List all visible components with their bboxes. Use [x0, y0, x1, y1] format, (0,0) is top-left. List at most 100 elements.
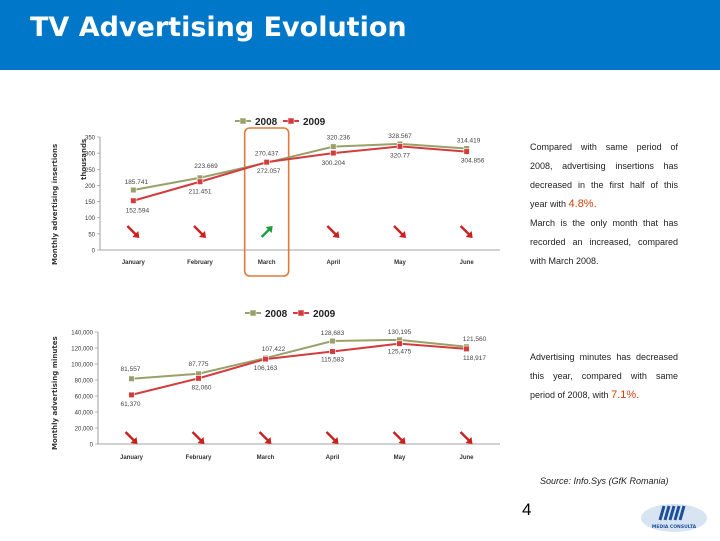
- logo-icon: MEDIA CONSULTA: [641, 504, 707, 532]
- data-point: [195, 375, 202, 382]
- data-point: [128, 391, 135, 399]
- legend-swatch-marker: [297, 309, 305, 317]
- data-label: 130,195: [388, 329, 412, 336]
- arrow-head: [265, 226, 273, 233]
- arrow-shaft: [191, 431, 203, 442]
- data-label: 272.057: [257, 168, 281, 175]
- data-point: [263, 159, 270, 166]
- insertions-note-line: with March 2008.: [530, 256, 599, 266]
- insertions-chart: 0 50 100 150 200 250 300 350 January February Marc…: [50, 100, 510, 280]
- data-point: [329, 348, 336, 355]
- legend-label: 2009: [303, 117, 326, 128]
- arrow-shaft: [126, 225, 138, 236]
- arrow-head: [331, 437, 339, 444]
- data-label: 81,557: [121, 366, 141, 373]
- data-label: 115,583: [321, 357, 344, 364]
- arrow-shaft: [193, 225, 204, 236]
- arrow-head: [399, 231, 406, 238]
- data-point: [330, 149, 337, 157]
- trend-down-arrow-icon: [393, 225, 406, 238]
- data-point: [396, 143, 404, 150]
- data-label: 118,917: [463, 355, 486, 362]
- chart2-svg: 0 20,000 40,000 60,000 80,000 100,000 120,000 1…: [71, 309, 500, 461]
- data-label: 185.741: [125, 179, 149, 186]
- arrow-head: [197, 437, 205, 444]
- data-label: 304.856: [461, 158, 485, 165]
- x-tick-label: May: [394, 260, 406, 266]
- chart1-svg: 0 50 100 150 200 250 300 350 January February Marc…: [85, 117, 500, 277]
- data-label: 107,422: [262, 346, 286, 353]
- arrow-shaft: [326, 225, 338, 236]
- minutes-note: Advertising minutes has decreased this y…: [530, 348, 678, 405]
- data-label: 106,163: [254, 365, 278, 372]
- arrow-shaft: [260, 228, 271, 238]
- legend-label: 2008: [255, 117, 278, 128]
- arrow-head: [465, 437, 473, 444]
- legend-swatch-marker: [239, 117, 247, 125]
- media-company-logo: MEDIA CONSULTA: [638, 500, 710, 536]
- data-point: [463, 345, 470, 352]
- y-tick-label: 20,000: [75, 427, 94, 433]
- insertions-chart-unit-label: thousands: [80, 138, 88, 180]
- trend-down-arrow-icon: [459, 431, 473, 444]
- series-line: [133, 145, 467, 202]
- data-label: 320.236: [327, 135, 351, 142]
- data-label: 320.77: [390, 152, 410, 159]
- arrow-head: [199, 231, 206, 238]
- data-point: [330, 143, 337, 150]
- data-label: 82,060: [192, 384, 212, 391]
- arrow-shaft: [325, 431, 337, 442]
- data-point: [463, 148, 470, 155]
- arrow-head: [465, 231, 473, 238]
- insertions-note-line: recorded an increased, compared: [530, 237, 678, 247]
- arrow-head: [332, 231, 340, 238]
- data-label: 61,370: [121, 401, 141, 408]
- y-tick-label: 0: [92, 249, 96, 255]
- data-point: [196, 178, 204, 185]
- y-tick-label: 140,000: [71, 331, 93, 337]
- x-tick-label: June: [459, 455, 474, 461]
- insertions-note-line: decreased in the first half of this: [530, 180, 678, 190]
- series-line: [133, 142, 467, 192]
- y-tick-label: 100,000: [71, 363, 93, 369]
- trend-down-arrow-icon: [126, 225, 140, 238]
- arrow-shaft: [393, 225, 404, 236]
- x-tick-label: January: [122, 260, 146, 266]
- minutes-decrease-value: 7.1%.: [611, 389, 640, 401]
- data-label: 211.451: [188, 189, 211, 196]
- data-point: [130, 186, 137, 194]
- legend-label: 2008: [265, 309, 288, 320]
- arrow-head: [264, 437, 272, 444]
- arrow-shaft: [392, 431, 404, 442]
- arrow-head: [132, 231, 140, 238]
- insertions-decrease-value: 4.8%.: [568, 198, 597, 210]
- data-label: 152.594: [126, 208, 150, 215]
- insertions-note-line: March is the only month that has: [530, 218, 678, 228]
- legend-swatch-marker: [287, 117, 295, 125]
- arrow-shaft: [258, 431, 270, 442]
- slide-title: TV Advertising Evolution: [30, 12, 407, 43]
- trend-down-arrow-icon: [325, 431, 339, 444]
- minutes-note-line: Advertising minutes has decreased: [530, 352, 678, 362]
- data-label: 87,775: [189, 361, 209, 368]
- x-tick-label: February: [186, 455, 212, 461]
- x-tick-label: June: [460, 260, 475, 266]
- y-tick-label: 100: [85, 216, 96, 222]
- insertions-note: Compared with same period of 2008, adver…: [530, 138, 678, 271]
- logo-text: MEDIA CONSULTA: [652, 524, 697, 530]
- legend-label: 2009: [313, 309, 336, 320]
- y-tick-label: 150: [85, 200, 96, 206]
- y-tick-label: 350: [85, 136, 96, 142]
- trend-down-arrow-icon: [124, 431, 138, 444]
- data-label: 125,475: [388, 349, 412, 356]
- y-tick-label: 0: [90, 443, 94, 449]
- insertions-note-line: Compared with same period of: [530, 142, 678, 152]
- series-line: [131, 342, 467, 396]
- data-point: [128, 375, 135, 382]
- minutes-note-line: period of 2008, with 7.1%.: [530, 386, 678, 405]
- legend-swatch-marker: [249, 309, 257, 317]
- data-label: 223.669: [194, 163, 218, 170]
- data-label: 128,683: [321, 330, 345, 337]
- minutes-note-prefix: period of 2008, with: [530, 390, 612, 400]
- trend-down-arrow-icon: [193, 225, 206, 238]
